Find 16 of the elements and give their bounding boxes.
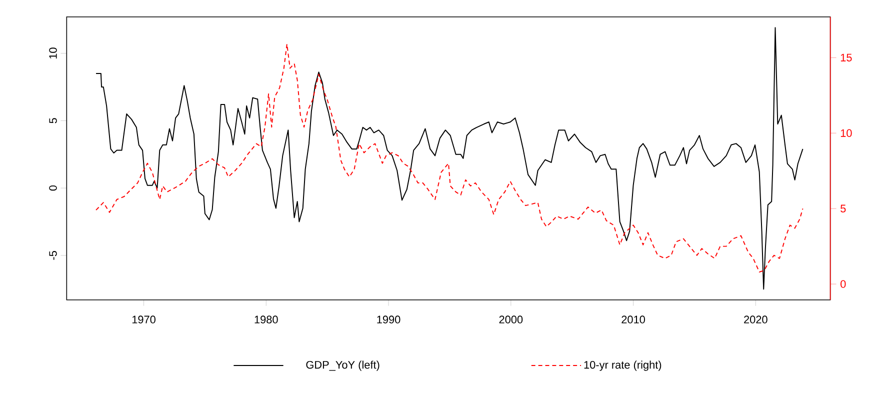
x-tick-label: 2020 (744, 316, 768, 324)
legend-label: 10-yr rate (right) (584, 360, 662, 371)
y-tick-label: 10 (49, 48, 57, 58)
y2-tick-label: 5 (840, 204, 846, 212)
y-tick-label: -5 (49, 250, 57, 260)
x-tick-label: 1970 (132, 316, 156, 324)
x-tick-label: 1980 (254, 316, 278, 324)
x-tick-label: 1990 (377, 316, 400, 324)
y-tick-label: 5 (49, 118, 57, 124)
legend-label: GDP_YoY (left) (306, 360, 380, 371)
y-tick-label: 0 (49, 185, 57, 191)
x-tick-label: 2000 (499, 316, 523, 324)
x-tick-label: 2010 (622, 316, 645, 324)
y2-tick-label: 10 (840, 129, 852, 137)
y2-tick-label: 0 (840, 280, 846, 288)
y2-tick-label: 15 (840, 54, 852, 62)
